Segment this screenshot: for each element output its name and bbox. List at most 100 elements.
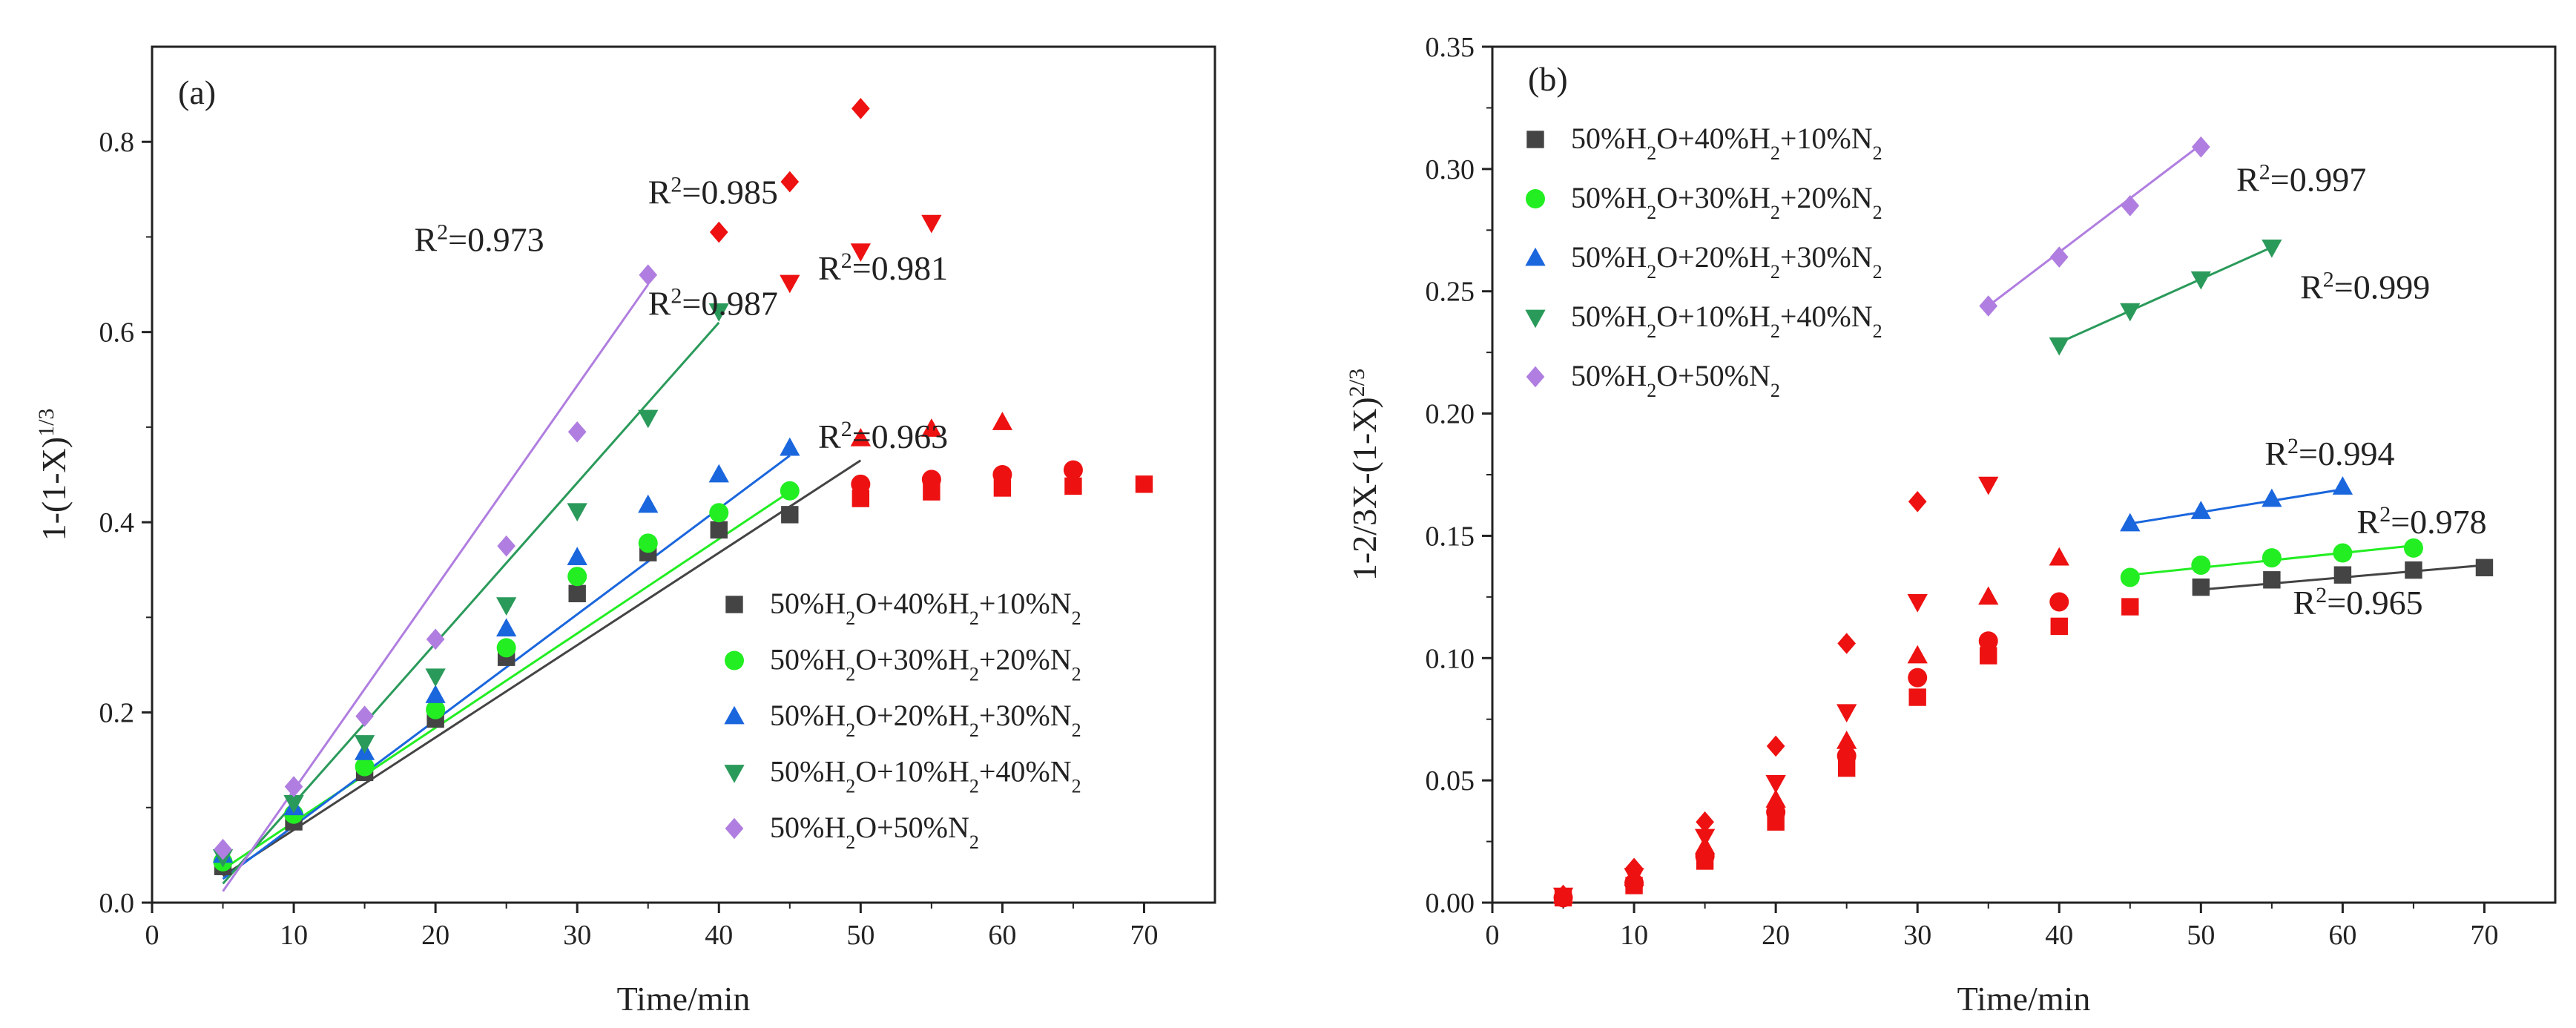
legend-text-part: 2 <box>846 831 855 853</box>
legend-entry: 50%H2O+30%H2+20%N2 <box>770 643 1081 685</box>
x-tick-label: 20 <box>1762 920 1790 951</box>
legend-entry: 50%H2O+20%H2+30%N2 <box>1571 240 1882 283</box>
data-point <box>2049 337 2069 356</box>
legend-text-part: 2 <box>1770 142 1780 164</box>
data-point <box>2403 538 2423 558</box>
r-squared-value: =0.994 <box>2299 435 2394 472</box>
data-point <box>708 464 729 483</box>
data-point <box>2049 246 2069 268</box>
legend-text-part: 2 <box>1647 202 1656 223</box>
r-squared-symbol: R <box>648 174 671 211</box>
legend-text-part: 2 <box>969 719 979 741</box>
data-point <box>921 214 942 234</box>
legend-marker <box>724 705 745 725</box>
data-point <box>2262 239 2282 258</box>
legend-marker <box>1526 189 1545 208</box>
r-squared-symbol: R <box>2357 503 2380 541</box>
legend-text-part: 50%H <box>770 699 846 732</box>
r-squared-annotation: R2=0.981 <box>818 248 948 288</box>
data-point <box>2190 271 2211 290</box>
legend-marker <box>1526 131 1544 148</box>
data-point <box>850 427 871 447</box>
data-point <box>1837 633 1857 654</box>
data-point <box>2333 566 2352 584</box>
data-point <box>709 221 728 243</box>
fit-line <box>1987 143 2202 307</box>
y-tick-label: 0.05 <box>1426 765 1475 797</box>
x-tick-label: 0 <box>1486 920 1500 951</box>
data-point <box>1063 460 1083 480</box>
r-squared-symbol: R <box>2236 161 2259 199</box>
x-tick-label: 10 <box>280 920 308 951</box>
legend-text-part: O+20%H <box>855 699 969 732</box>
legend-entry: 50%H2O+40%H2+10%N2 <box>770 587 1081 629</box>
legend-text-part: +30%N <box>1780 240 1873 274</box>
fit-line <box>2129 488 2343 525</box>
legend-marker <box>1525 247 1546 266</box>
r-squared-exponent: 2 <box>437 220 448 244</box>
r-squared-symbol: R <box>2300 268 2323 306</box>
legend-text-part: 2 <box>969 663 979 685</box>
data-point <box>709 503 729 523</box>
r-squared-annotation: R2=0.965 <box>2293 582 2423 622</box>
legend-text-part: 2 <box>846 663 855 685</box>
data-point <box>496 618 517 637</box>
data-point <box>1554 884 1572 906</box>
data-point <box>2120 513 2141 532</box>
data-point <box>851 474 871 494</box>
r-squared-value: =0.963 <box>852 418 948 455</box>
r-squared-value: =0.997 <box>2270 161 2366 199</box>
legend-marker <box>1525 309 1546 329</box>
legend-text-part: O+20%H <box>1656 240 1770 274</box>
data-point <box>1978 476 1999 495</box>
data-point <box>496 597 517 616</box>
data-point <box>496 638 516 658</box>
panel-label: (b) <box>1528 60 1568 98</box>
data-point <box>2121 195 2140 217</box>
legend-text-part: +30%N <box>979 699 1072 732</box>
y-tick-label: 0.25 <box>1426 277 1475 308</box>
y-tick-label: 0.0 <box>99 888 135 919</box>
data-point <box>425 668 446 688</box>
data-point <box>993 479 1012 497</box>
legend-text-part: 50%H <box>1571 122 1647 155</box>
r-squared-symbol: R <box>414 221 437 259</box>
legend-text-part: +20%N <box>979 643 1072 676</box>
r-squared-annotation: R2=0.999 <box>2300 267 2430 306</box>
data-point <box>851 98 870 119</box>
data-point <box>2262 488 2282 507</box>
legend-text-part: 50%H <box>1571 240 1647 274</box>
y-axis-label-sup: 2/3 <box>1345 369 1369 397</box>
r-squared-value: =0.978 <box>2391 503 2486 541</box>
data-point <box>2120 567 2140 587</box>
legend-entry: 50%H2O+20%H2+30%N2 <box>770 699 1081 741</box>
legend-text-part: 2 <box>1647 320 1656 342</box>
r-squared-value: =0.985 <box>682 174 777 211</box>
x-tick-label: 40 <box>705 920 733 951</box>
legend-text-part: 2 <box>1873 320 1882 342</box>
legend-text-part: +10%N <box>1780 122 1873 155</box>
legend-text-part: 2 <box>1873 202 1882 223</box>
r-squared-value: =0.999 <box>2334 268 2430 306</box>
data-point <box>567 567 587 587</box>
y-tick-label: 0.8 <box>99 127 135 158</box>
x-tick-label: 60 <box>988 920 1016 951</box>
r-squared-exponent: 2 <box>841 417 852 441</box>
data-point <box>426 628 445 650</box>
legend-entry: 50%H2O+10%H2+40%N2 <box>1571 300 1882 342</box>
legend-text-part: 2 <box>1072 775 1081 797</box>
legend-text-part: 2 <box>846 775 855 797</box>
legend-text-part: 50%H <box>770 643 846 676</box>
data-point <box>780 481 800 501</box>
data-point <box>567 547 587 565</box>
data-point <box>497 535 516 557</box>
legend-text-part: 2 <box>1647 142 1656 164</box>
data-point <box>1837 746 1857 766</box>
legend-text-part: +40%N <box>1780 300 1873 333</box>
legend-text-part: 50%H <box>1571 181 1647 214</box>
r-squared-annotation: R2=0.973 <box>414 220 544 259</box>
fit-line <box>2058 246 2273 344</box>
data-point <box>921 469 941 490</box>
data-point <box>780 171 800 193</box>
legend-text-part: 2 <box>1072 719 1081 741</box>
